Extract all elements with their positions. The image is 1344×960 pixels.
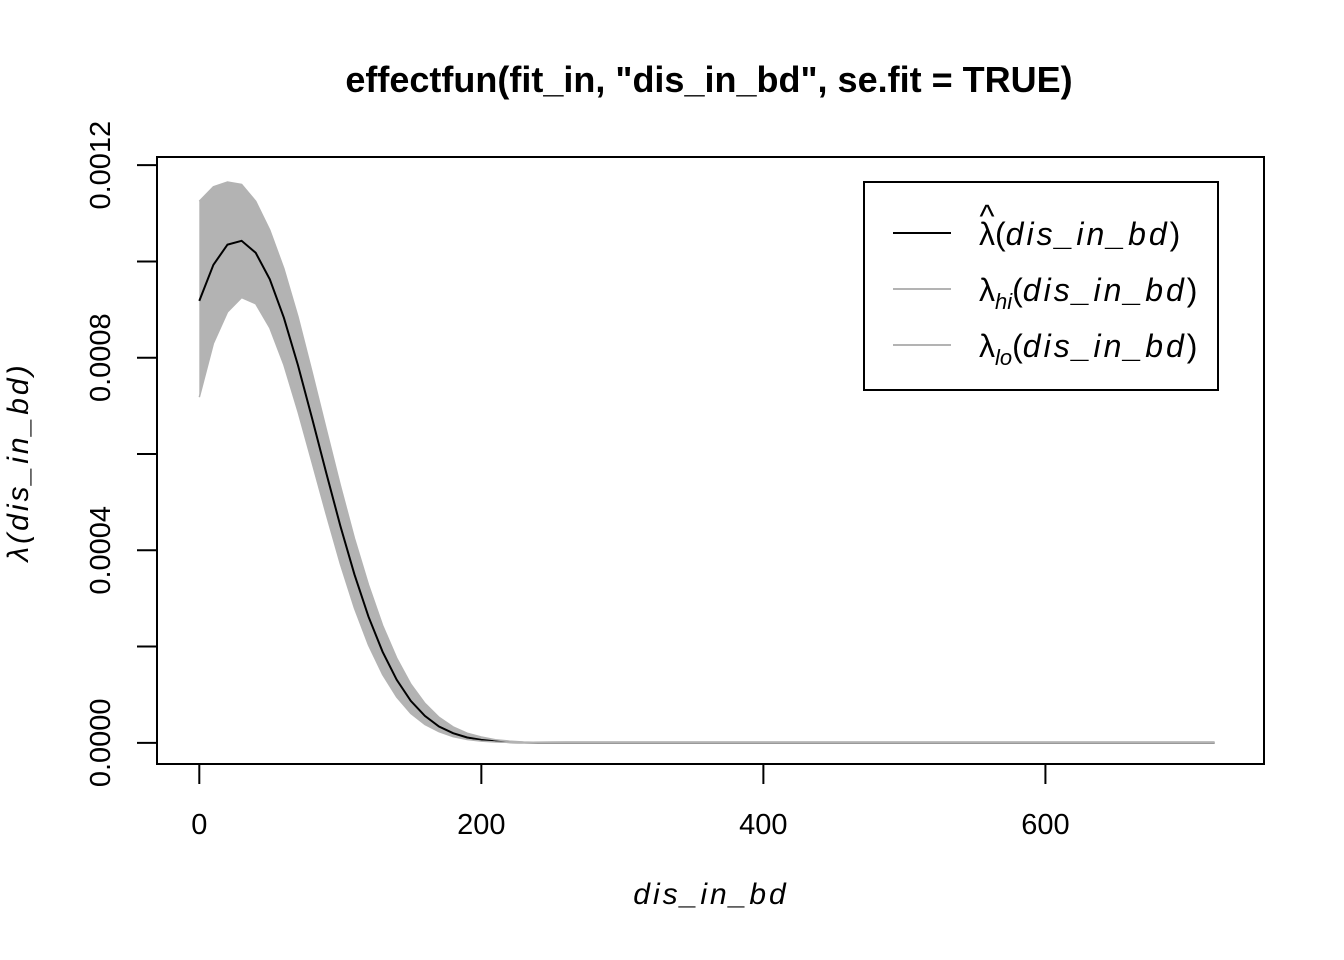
y-axis: 0.0000 0.0004 0.0008 0.0012 [85,121,158,787]
legend-symbol: λ [979,272,995,308]
legend-variable: dis_in_bd [1006,216,1170,252]
legend-entry: λhi(dis_in_bd) [979,272,1197,314]
y-tick-label: 0.0012 [85,121,117,210]
x-axis: 0 200 400 600 [191,763,1070,841]
y-tick-label: 0.0004 [85,506,117,595]
chart-title: effectfun(fit_in, "dis_in_bd", se.fit = … [345,59,1072,100]
legend-box [863,181,1219,391]
legend-symbol: λ [979,328,995,364]
line-layer [198,181,1215,744]
x-tick-label: 0 [191,809,207,841]
legend-entry: λlo(dis_in_bd) [979,328,1197,370]
legend-variable: dis_in_bd [1023,328,1187,364]
x-tick-label: 400 [739,809,787,841]
y-tick-label: 0.0008 [85,313,117,402]
x-axis-label: dis_in_bd [633,878,788,911]
legend-subscript: hi [995,289,1013,314]
series-line-lo [198,296,1215,744]
y-tick-label: 0.0000 [85,698,117,787]
x-tick-label: 200 [457,809,505,841]
legend-symbol: λ [979,216,995,252]
x-tick-label: 600 [1021,809,1069,841]
y-axis-label: λ(dis_in_bd) [2,362,35,563]
legend: λ(dis_in_bd)^ λhi(dis_in_bd) λlo(dis_in_bd… [863,181,1219,391]
legend-variable: dis_in_bd [1023,272,1187,308]
legend-subscript: lo [995,345,1012,370]
legend-hat: ^ [979,198,994,234]
legend-entry: λ(dis_in_bd) [979,216,1180,252]
